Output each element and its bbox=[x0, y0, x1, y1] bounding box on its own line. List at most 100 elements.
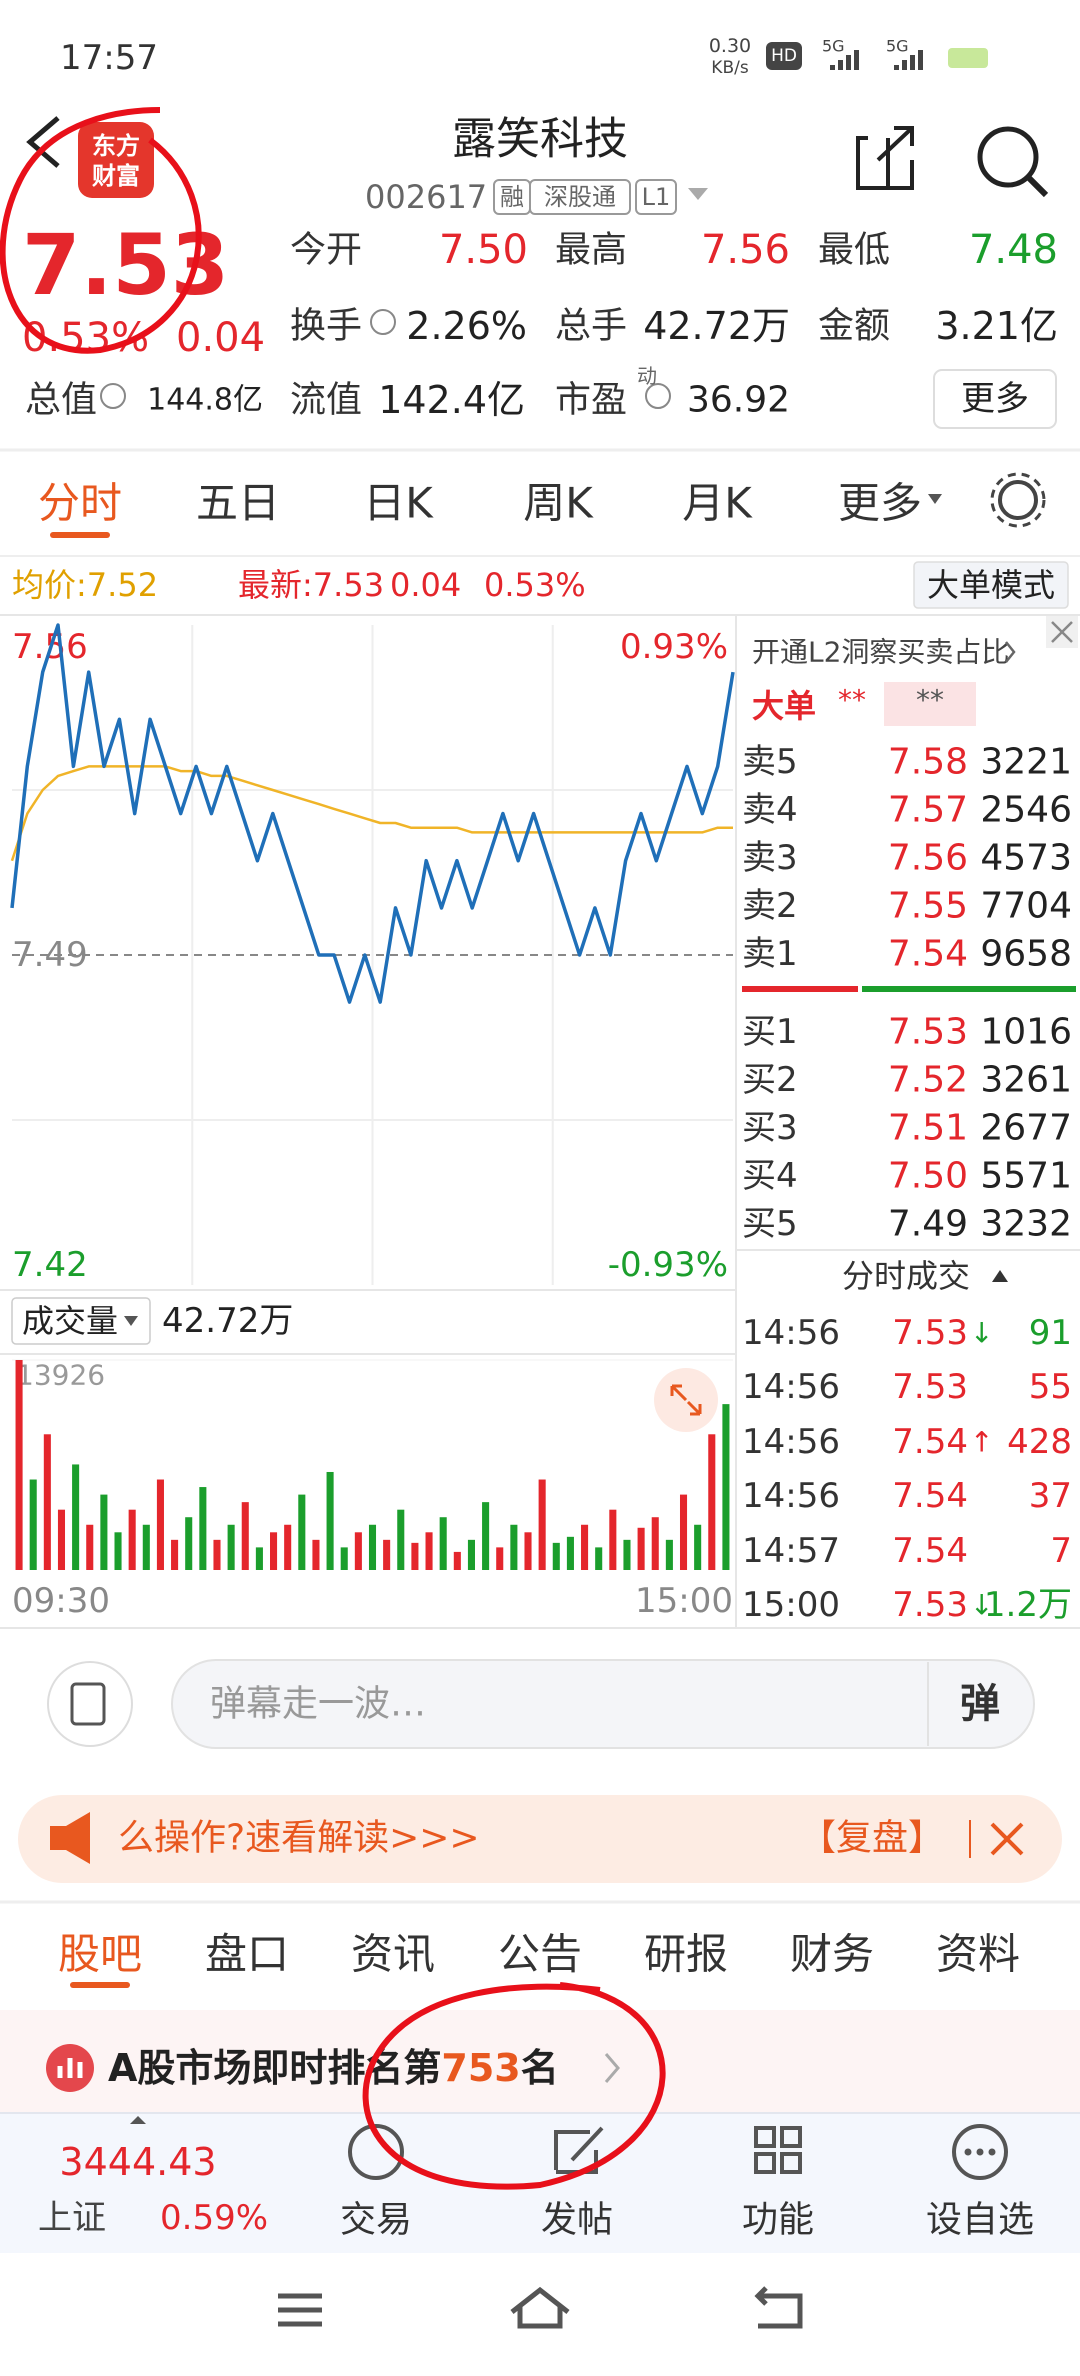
period-tab[interactable]: 日K bbox=[363, 479, 434, 528]
book-price: 7.50 bbox=[888, 1156, 968, 1197]
dropdown bbox=[688, 188, 708, 200]
signal-bar bbox=[918, 50, 923, 70]
trade-time: 14:57 bbox=[742, 1531, 840, 1571]
volume-bar bbox=[482, 1502, 490, 1570]
pct-min-label: -0.93% bbox=[608, 1245, 728, 1285]
section-tab[interactable]: 资料 bbox=[936, 1930, 1020, 1979]
volume-bar bbox=[128, 1509, 136, 1570]
period-tab[interactable]: 更多 bbox=[838, 479, 922, 528]
index-name: 上证 bbox=[38, 2198, 106, 2238]
nav-item[interactable]: 设自选 bbox=[926, 2200, 1034, 2241]
pct-max-label: 0.93% bbox=[620, 627, 728, 667]
volume-bar bbox=[552, 1542, 560, 1570]
section-tab[interactable]: 盘口 bbox=[205, 1930, 289, 1979]
dropdown bbox=[124, 1316, 138, 1326]
trade-price: 7.53 bbox=[892, 1585, 968, 1625]
summary-pct: 0.53% bbox=[484, 566, 586, 604]
danmaku-settings[interactable] bbox=[47, 1661, 133, 1747]
nav-item[interactable]: 发帖 bbox=[541, 2200, 613, 2241]
stat-value: 2.26% bbox=[406, 304, 527, 348]
section-tab[interactable]: 财务 bbox=[790, 1930, 874, 1979]
volume-max-label: 13926 bbox=[16, 1359, 105, 1392]
tab-underline bbox=[70, 1982, 130, 1988]
share-icon[interactable] bbox=[856, 126, 914, 190]
volume-bar bbox=[722, 1404, 730, 1570]
summary-change: 0.04 bbox=[390, 566, 461, 604]
time-label: 09:30 bbox=[12, 1581, 110, 1621]
period-tab[interactable]: 五日 bbox=[196, 479, 280, 528]
trade-time: 14:56 bbox=[742, 1422, 840, 1462]
volume-selector-label: 成交量 bbox=[22, 1302, 118, 1340]
avg-line bbox=[10, 765, 733, 862]
period-tab[interactable]: 月K bbox=[682, 479, 753, 528]
close-icon bbox=[1051, 621, 1073, 643]
volume-bar bbox=[708, 1434, 716, 1570]
banner-close[interactable] bbox=[990, 1822, 1024, 1856]
nav-item[interactable]: 交易 bbox=[340, 2200, 412, 2241]
volume-bar bbox=[227, 1524, 235, 1570]
trade-volume: 1.2万 bbox=[984, 1585, 1072, 1625]
info-icon bbox=[100, 383, 126, 409]
danmaku-input[interactable] bbox=[171, 1659, 1035, 1749]
volume-bar bbox=[354, 1532, 362, 1570]
settings-icon bbox=[998, 480, 1038, 520]
trade-arrow: ↓ bbox=[970, 1317, 993, 1350]
danmaku-button[interactable]: 弹 bbox=[960, 1681, 1000, 1727]
banner[interactable] bbox=[18, 1795, 1062, 1883]
volume-bar bbox=[185, 1517, 193, 1570]
book-price: 7.49 bbox=[888, 1204, 968, 1245]
nav-icons bbox=[348, 2124, 1008, 2180]
stat-label: 今开 bbox=[290, 230, 362, 271]
nav-item[interactable]: 功能 bbox=[742, 2200, 814, 2241]
book-price: 7.58 bbox=[888, 742, 968, 783]
mode-button[interactable] bbox=[913, 561, 1069, 609]
stat-label: 总值 bbox=[25, 380, 97, 421]
signal-bar bbox=[838, 60, 843, 70]
status-icon bbox=[766, 42, 802, 70]
trade-price: 7.53 bbox=[892, 1367, 968, 1407]
status-network: 5G bbox=[822, 37, 845, 56]
volume-bar bbox=[270, 1532, 278, 1570]
system-nav[interactable] bbox=[278, 2286, 803, 2329]
stock-name: 露笑科技 bbox=[452, 114, 628, 165]
section-tab[interactable]: 股吧 bbox=[58, 1930, 142, 1979]
stat-sup: 动 bbox=[637, 364, 657, 388]
volume-bar bbox=[114, 1532, 122, 1570]
masked: ** bbox=[916, 684, 944, 717]
section-tab[interactable]: 资讯 bbox=[351, 1930, 435, 1979]
book-level: 卖1 bbox=[742, 934, 798, 974]
app-logo bbox=[78, 122, 154, 198]
trade-volume: 37 bbox=[1029, 1476, 1072, 1516]
book-price: 7.52 bbox=[888, 1060, 968, 1101]
volume-bar bbox=[609, 1509, 617, 1570]
volume-bar bbox=[100, 1494, 108, 1570]
danmaku-icon bbox=[70, 1682, 106, 1726]
volume-bar bbox=[694, 1524, 702, 1570]
stat-value: 3.21亿 bbox=[935, 304, 1058, 348]
book-level: 买4 bbox=[742, 1156, 798, 1196]
volume-bar bbox=[340, 1547, 348, 1570]
section-tab[interactable]: 研报 bbox=[644, 1930, 728, 1979]
more-button[interactable] bbox=[933, 369, 1057, 429]
volume-bar bbox=[312, 1539, 320, 1570]
stat-label: 最低 bbox=[818, 230, 890, 271]
volume-bar bbox=[72, 1464, 80, 1570]
trade-volume: 55 bbox=[1029, 1367, 1072, 1407]
price-line bbox=[10, 623, 735, 1004]
book-level: 卖2 bbox=[742, 886, 798, 926]
volume-selector[interactable] bbox=[11, 1297, 151, 1345]
book-volume: 3261 bbox=[980, 1060, 1072, 1101]
info-icon bbox=[645, 383, 671, 409]
period-tab[interactable]: 分时 bbox=[38, 479, 122, 528]
ranking-bar[interactable] bbox=[0, 2010, 1080, 2112]
index-pct: 0.59% bbox=[160, 2198, 268, 2238]
volume-bar bbox=[538, 1479, 546, 1570]
back-button[interactable] bbox=[26, 116, 60, 168]
signal-bar bbox=[902, 60, 907, 70]
volume-bar bbox=[86, 1524, 94, 1570]
section-tab[interactable]: 公告 bbox=[498, 1930, 582, 1979]
period-tab[interactable]: 周K bbox=[523, 479, 594, 528]
status-time: 17:57 bbox=[60, 38, 158, 78]
search-icon[interactable] bbox=[977, 126, 1049, 198]
